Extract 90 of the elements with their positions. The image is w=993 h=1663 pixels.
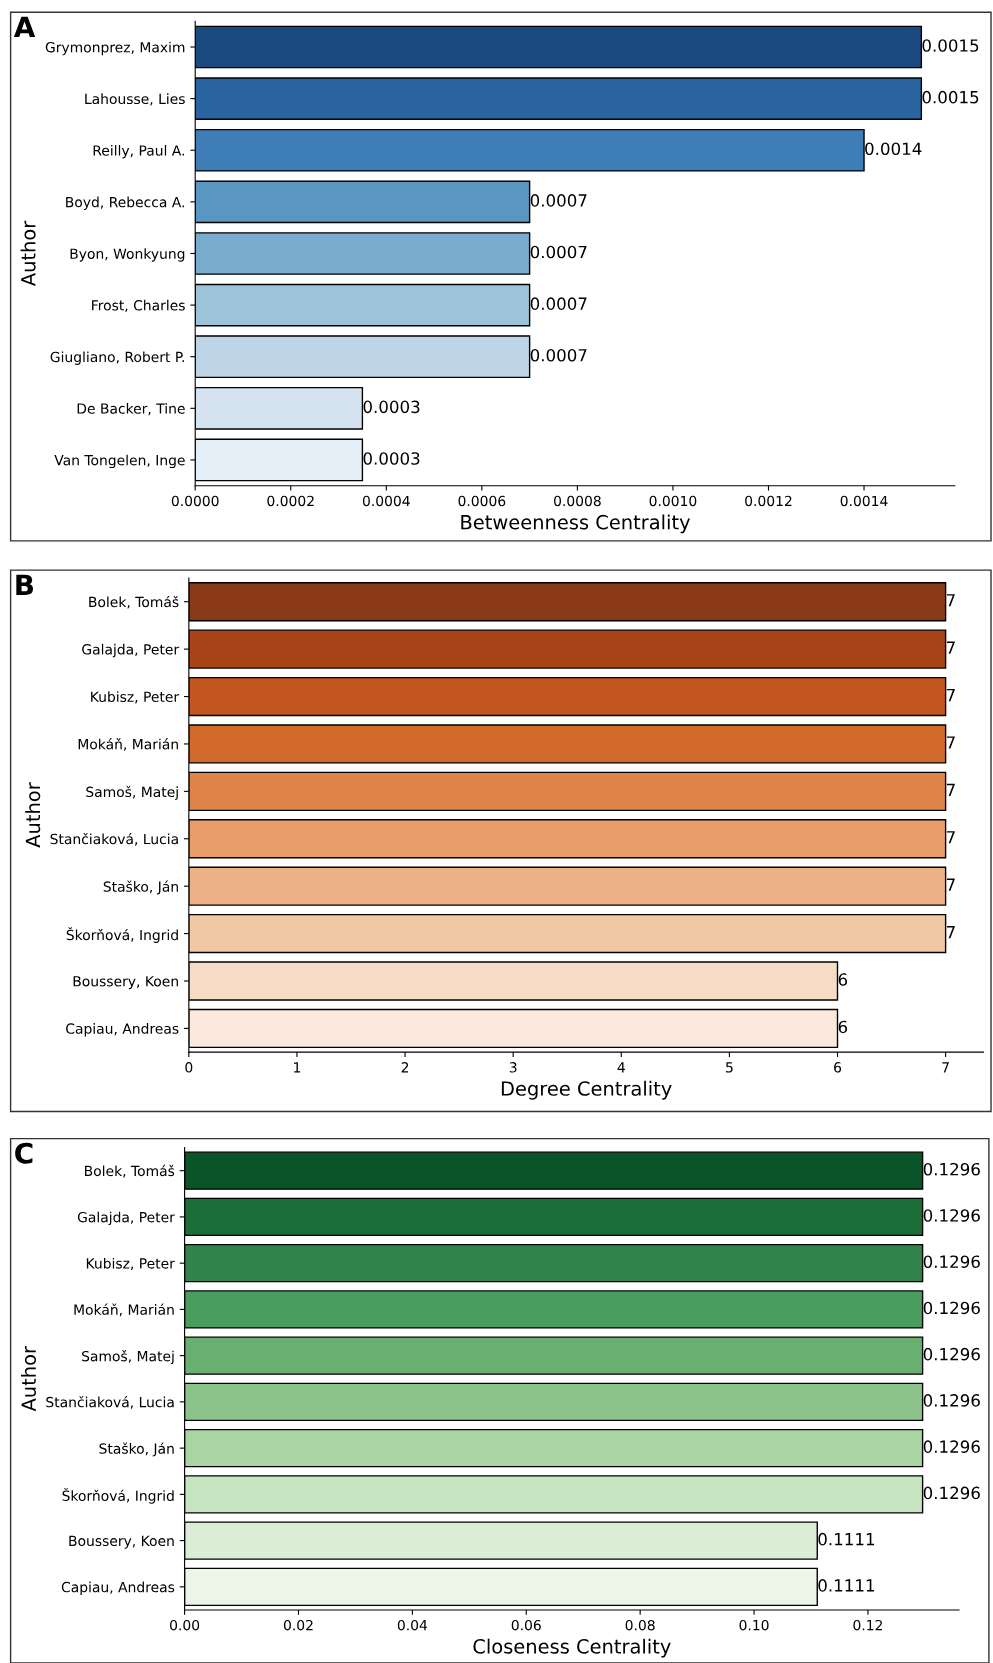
x-tick-label: 0.0014 [840,495,888,507]
y-tick-label: Capiau, Andreas [66,1023,179,1037]
x-tick-label: 7 [942,1062,949,1073]
y-tick-label: Samoš, Matej [82,1350,174,1365]
x-tick-label: 0.00 [170,1619,200,1631]
data-label: 0.0007 [530,348,587,362]
y-tick-label: Van Tongelen, Inge [54,454,185,469]
data-label: 7 [946,878,955,891]
text: A [13,16,36,38]
y-tick-label: Byon, Wonkyung [70,248,185,262]
text: B [16,574,34,595]
data-label: 7 [946,688,955,702]
y-tick-label: Staško, Ján [103,880,178,895]
data-label: 0.1296 [923,1209,980,1222]
data-label: 6 [838,973,848,986]
y-tick-label: Galajda, Peter [82,643,180,658]
x-tick-label: 0.04 [397,1619,428,1631]
y-axis-title: Author [25,782,41,848]
y-tick-label: Frost, Charles [92,299,185,312]
y-tick-label: Galajda, Peter [77,1211,175,1226]
data-label: 0.0015 [922,90,979,104]
data-label: 0.0014 [865,142,922,156]
x-tick-label: 0 [185,1062,193,1073]
y-tick-label: Kubisz, Peter [91,691,180,704]
data-label: 7 [946,641,955,654]
x-tick-label: 0.0006 [458,495,506,507]
y-tick-label: Škorňová, Ingrid [66,927,178,943]
data-label: 6 [838,1020,848,1034]
x-tick-label: 0.0012 [745,495,792,507]
data-label: 7 [946,736,955,749]
data-label: 0.0007 [530,297,587,310]
data-label: 0.0003 [363,400,420,414]
data-label: 7 [946,926,955,939]
x-tick-label: 0.0002 [267,495,314,507]
x-axis-title: Betweenness Centrality [461,514,690,534]
y-tick-label: Giugliano, Robert P. [50,351,184,365]
y-tick-label: Stančiaková, Lucia [50,832,178,846]
data-label: 7 [946,831,955,844]
data-label: 7 [946,594,955,607]
x-tick-label: 0.02 [283,1619,313,1631]
y-tick-label: Samoš, Matej [86,785,178,800]
y-tick-label: Reilly, Paul A. [93,144,184,159]
y-tick-label: Boyd, Rebecca A. [66,196,184,211]
y-tick-label: Mokáň, Marián [74,1303,174,1317]
x-tick-label: 0.08 [625,1619,655,1631]
y-tick-label: Stančiaková, Lucia [46,1396,174,1409]
y-tick-label: De Backer, Tine [77,403,185,416]
text: C [15,1142,33,1164]
x-tick-label: 0.0010 [649,495,697,507]
data-label: 0.0015 [922,39,979,52]
data-label: 0.1296 [923,1394,980,1407]
y-tick-label: Bolek, Tomáš [85,1164,175,1178]
data-label: 0.1296 [923,1301,980,1315]
data-label: 0.0007 [530,245,587,259]
x-tick-label: 4 [617,1062,625,1073]
data-label: 0.1296 [923,1347,980,1361]
data-label: 0.1296 [923,1486,980,1500]
y-axis-title: Author [21,1346,37,1412]
y-axis-title: Author [20,220,36,287]
x-tick-label: 5 [726,1062,733,1073]
x-tick-label: 0.0008 [554,495,601,507]
y-tick-label: Bolek, Tomáš [89,595,179,609]
y-tick-label: Mokáň, Marián [78,738,178,751]
y-tick-label: Grymonprez, Maxim [45,41,185,56]
data-label: 0.1111 [818,1532,875,1546]
x-axis-title: Degree Centrality [501,1080,672,1100]
data-label: 0.0007 [530,194,587,207]
y-tick-label: Lahousse, Lies [85,93,185,106]
x-axis-title: Closeness Centrality [473,1638,671,1658]
y-tick-label: Kubisz, Peter [86,1257,175,1271]
y-tick-label: Boussery, Koen [69,1535,174,1549]
y-tick-label: Staško, Ján [99,1442,174,1457]
x-tick-label: 0.0000 [171,495,219,507]
x-tick-label: 0.0004 [362,495,410,507]
x-tick-label: 1 [294,1062,301,1073]
data-label: 0.0003 [363,452,420,465]
y-tick-label: Škorňová, Ingrid [62,1487,174,1504]
data-label: 0.1296 [923,1440,980,1453]
y-tick-label: Boussery, Koen [73,976,178,990]
x-tick-label: 0.10 [739,1619,769,1631]
x-tick-label: 6 [834,1062,842,1073]
data-label: 7 [946,783,955,796]
x-tick-label: 0.06 [511,1619,541,1631]
data-label: 0.1296 [923,1255,980,1268]
y-tick-label: Capiau, Andreas [61,1581,175,1596]
x-tick-label: 0.12 [853,1619,883,1631]
data-label: 0.1111 [818,1579,875,1592]
x-tick-label: 2 [401,1062,409,1073]
data-label: 0.1296 [923,1162,980,1176]
x-tick-label: 3 [509,1062,517,1073]
